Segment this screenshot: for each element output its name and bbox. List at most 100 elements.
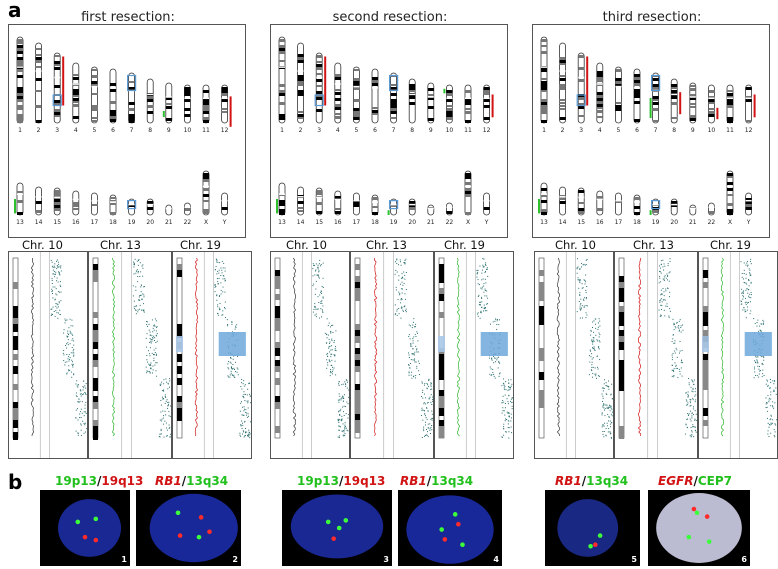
gain-mark: [649, 210, 652, 215]
nucleus: [290, 494, 384, 559]
chromosome-9: [165, 82, 173, 124]
chromosome-4: [596, 62, 604, 124]
karyotype-label-6: 6: [373, 127, 377, 134]
cnloh-mark: [388, 74, 399, 92]
chr13-label-1: Chr. 13: [100, 238, 141, 252]
chromosome-8: [408, 78, 416, 124]
chromosome-4: [334, 62, 342, 124]
karyotype-label-X: X: [466, 219, 470, 226]
chromosome-20: [670, 198, 678, 216]
chromosome-Y: [483, 192, 491, 216]
chromosome-18: [371, 194, 379, 216]
karyotype-label-15: 15: [315, 219, 323, 226]
karyotype-label-22: 22: [184, 219, 192, 226]
loss-mark: [324, 56, 327, 106]
karyotype-label-16: 16: [596, 219, 604, 226]
red-signal: [207, 529, 212, 535]
chromosome-Y: [745, 192, 753, 216]
chromosome-8: [146, 78, 154, 124]
chromosome-10: [183, 84, 191, 124]
karyotype-label-X: X: [728, 219, 732, 226]
chromosome-5: [353, 66, 360, 124]
chromosome-detail-panel: [88, 251, 172, 459]
chromosome-6: [633, 68, 641, 124]
chr13-label-3: Chr. 13: [633, 238, 674, 252]
karyotype-label-3: 3: [317, 127, 321, 134]
red-signal: [331, 536, 336, 541]
red-signal: [704, 514, 710, 519]
karyotype-label-9: 9: [429, 127, 433, 134]
karyotype-label-1: 1: [542, 127, 546, 134]
cnloh-mark: [52, 94, 62, 107]
chromosome-7: [652, 72, 659, 124]
karyotype-label-10: 10: [708, 127, 716, 134]
karyotype-label-4: 4: [598, 127, 602, 134]
cnloh-mark: [126, 74, 137, 92]
chromosome-detail-panel: [270, 251, 350, 459]
chromosome-detail-panel: [434, 251, 514, 459]
green-signal: [706, 539, 712, 544]
chromosome-17: [353, 192, 360, 216]
chromosome-21: [165, 204, 173, 216]
cnloh-mark: [126, 200, 137, 210]
karyotype-label-18: 18: [371, 219, 379, 226]
chr10-label-1: Chr. 10: [22, 238, 63, 252]
chromosome-11: [202, 84, 210, 124]
karyotype-label-2: 2: [561, 127, 565, 134]
karyotype-label-17: 17: [615, 219, 623, 226]
red-signal: [593, 542, 598, 548]
karyotype-label-19: 19: [652, 219, 660, 226]
loss-mark: [679, 92, 682, 115]
chromosome-9: [689, 82, 697, 124]
chromosome-3: [53, 52, 61, 124]
chromosome-19: [390, 198, 397, 216]
fish-image-5: 5: [545, 490, 640, 566]
karyotype-label-7: 7: [392, 127, 396, 134]
chromosome-5: [91, 66, 98, 124]
green-signal: [196, 534, 202, 540]
karyotype-label-2: 2: [299, 127, 303, 134]
chromosome-15: [577, 187, 585, 216]
cnloh-mark: [388, 200, 399, 210]
chromosome-16: [596, 190, 604, 216]
karyotype-label-20: 20: [146, 219, 154, 226]
karyotype-label-8: 8: [672, 127, 676, 134]
chromosome-13: [540, 182, 548, 216]
karyotype-label-3: 3: [579, 127, 583, 134]
karyotype-label-12: 12: [483, 127, 491, 134]
karyotype-label-15: 15: [53, 219, 61, 226]
chromosome-16: [72, 190, 80, 216]
chromosome-2: [35, 42, 43, 124]
chromosome-15: [315, 187, 323, 216]
chromosome-3: [577, 52, 585, 124]
chr19-label-3: Chr. 19: [710, 238, 751, 252]
karyogram-2: 1 2 3 4 5 6 7 8 9 10 11 12 13 14 15 16 17 18 19 20 21 22 X Y: [270, 24, 508, 238]
karyotype-label-8: 8: [148, 127, 152, 134]
loss-mark: [62, 56, 65, 106]
panel-label-b: b: [8, 470, 23, 494]
karyotype-label-13: 13: [16, 219, 24, 226]
chromosome-17: [91, 192, 98, 216]
chromosome-14: [559, 186, 567, 216]
gain-mark: [14, 199, 16, 214]
green-signal: [460, 542, 465, 548]
chromosome-detail-panel: [172, 251, 252, 459]
chr19-label-1: Chr. 19: [180, 238, 221, 252]
nucleus: [406, 495, 494, 564]
karyotype-label-19: 19: [390, 219, 398, 226]
karyotype-label-19: 19: [128, 219, 136, 226]
karyotype-label-21: 21: [165, 219, 173, 226]
karyotype-label-10: 10: [184, 127, 192, 134]
karyotype-label-X: X: [204, 219, 208, 226]
chromosome-detail-panel: [534, 251, 614, 459]
karyotype-label-5: 5: [354, 127, 358, 134]
chromosome-3: [315, 52, 323, 124]
karyogram-3: 1 2 3 4 5 6 7 8 9 10 11 12 13 14 15 16 17 18 19 20 21 22 X Y: [532, 24, 770, 238]
karyotype-label-4: 4: [336, 127, 340, 134]
karyotype-label-14: 14: [559, 219, 567, 226]
gain-mark: [162, 111, 165, 117]
karyotype-label-Y: Y: [222, 219, 227, 226]
fish-image-6: 6: [648, 490, 750, 566]
chromosome-5: [615, 66, 622, 124]
chromosome-2: [297, 42, 305, 124]
